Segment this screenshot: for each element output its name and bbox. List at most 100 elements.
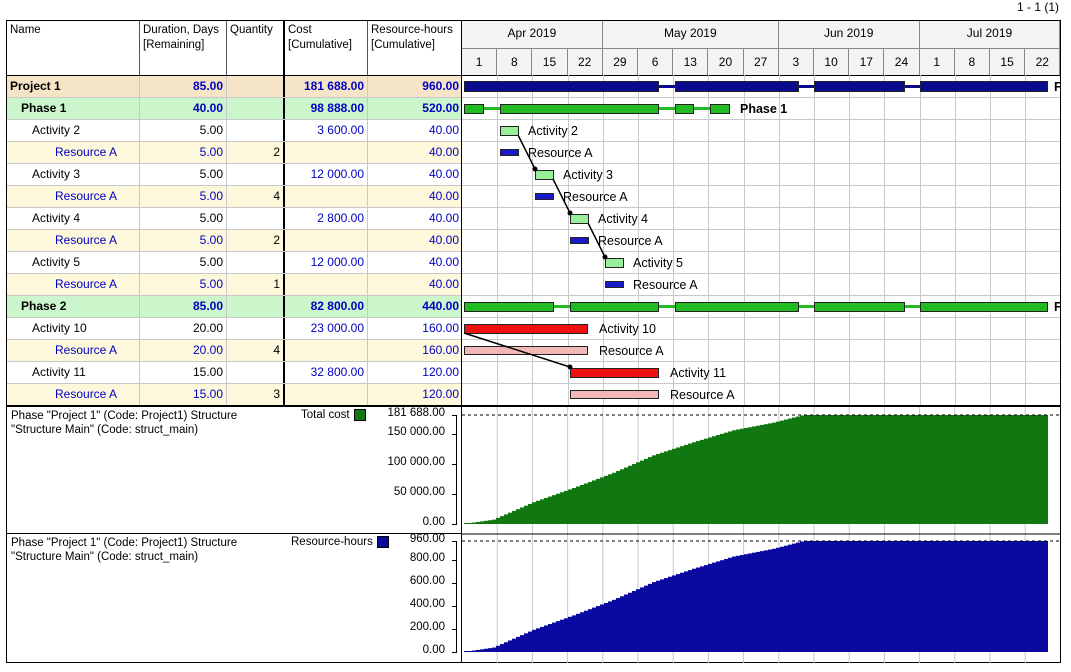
cell-name: Activity 2 [7, 120, 140, 141]
resource-bar[interactable] [500, 149, 519, 156]
dependency-line [517, 134, 536, 170]
cell-cost: 98 888.00 [285, 98, 368, 119]
activity-10-bar[interactable] [464, 323, 588, 334]
activity-bar[interactable] [605, 257, 624, 268]
table-row[interactable]: Resource A 5.00 2 40.00 [7, 142, 462, 164]
hours-histogram-bar [800, 541, 804, 652]
resource-bar[interactable] [570, 237, 589, 244]
cost-histogram-bar [868, 415, 872, 524]
table-row[interactable]: Activity 10 20.00 23 000.00 160.00 [7, 318, 462, 340]
hours-histogram-bar [696, 567, 700, 652]
cost-histogram-bar [740, 428, 744, 524]
activity-11-bar[interactable] [570, 367, 659, 378]
phase-1-summary-bar[interactable] [675, 103, 694, 114]
grid-row-line [462, 317, 1060, 318]
table-row[interactable]: Activity 3 5.00 12 000.00 40.00 [7, 164, 462, 186]
hours-histogram-bar [904, 541, 908, 652]
resource-bar[interactable] [570, 390, 659, 399]
grid-column-line [673, 75, 675, 406]
cell-cost: 12 000.00 [285, 164, 368, 185]
hours-histogram-bar [724, 558, 728, 652]
project-summary-bar[interactable] [814, 81, 905, 92]
cell-duration: 40.00 [140, 98, 227, 119]
summary-connector [694, 107, 710, 110]
cost-histogram-bar [728, 431, 732, 524]
cost-histogram-bar [472, 522, 476, 524]
hours-histogram-bar [828, 541, 832, 652]
table-row[interactable]: Activity 11 15.00 32 800.00 120.00 [7, 362, 462, 384]
cell-quantity [227, 120, 285, 141]
grid-row-line [462, 97, 1060, 98]
hours-histogram-bar [684, 571, 688, 652]
header-name[interactable]: Name [7, 21, 140, 75]
resource-bar[interactable] [464, 346, 588, 355]
cost-histogram-bar [596, 478, 600, 524]
table-row[interactable]: Phase 1 40.00 98 888.00 520.00 [7, 98, 462, 120]
resource-bar[interactable] [605, 281, 624, 288]
phase-1-summary-bar[interactable] [500, 103, 659, 114]
phase-2-summary-bar[interactable] [814, 301, 905, 312]
phase-1-summary-bar[interactable] [710, 103, 730, 114]
table-row[interactable]: Activity 5 5.00 12 000.00 40.00 [7, 252, 462, 274]
cell-hours: 520.00 [422, 101, 459, 115]
cost-histogram-bar [464, 523, 468, 524]
week-header: 6 [638, 49, 674, 75]
cost-histogram-bar [752, 426, 756, 524]
hours-histogram-bar [784, 545, 788, 652]
hours-histogram-bar [844, 541, 848, 652]
hours-histogram-bar [1024, 541, 1028, 652]
table-row[interactable]: Resource A 15.00 3 120.00 [7, 384, 462, 406]
grid-column-line [778, 75, 780, 406]
table-row[interactable]: Resource A 5.00 4 40.00 [7, 186, 462, 208]
cell-cost: 181 688.00 [285, 76, 368, 97]
header-cost[interactable]: Cost [Cumulative] [285, 21, 368, 75]
table-row[interactable]: Resource A 20.00 4 160.00 [7, 340, 462, 362]
resource-bar[interactable] [535, 193, 554, 200]
cell-quantity [227, 98, 285, 119]
header-quantity[interactable]: Quantity [227, 21, 285, 75]
grid-column-line [919, 75, 921, 406]
hours-histogram-bar [624, 594, 628, 652]
hours-histogram-bar [636, 589, 640, 652]
header-resource-hours[interactable]: Resource-hours [Cumulative] [371, 24, 453, 51]
phase-2-summary-bar[interactable] [920, 301, 1048, 312]
week-header: 24 [884, 49, 920, 75]
phase-2-bar-label-cut: F [1054, 300, 1061, 314]
phase-1-summary-bar[interactable] [464, 103, 484, 114]
hours-histogram-bar [820, 541, 824, 652]
activity-bar[interactable] [500, 125, 519, 136]
cost-histogram-bar [1044, 415, 1048, 524]
cell-duration: 5.00 [140, 230, 227, 251]
phase-2-summary-bar[interactable] [464, 301, 554, 312]
dependency-arrowhead [602, 254, 608, 260]
cost-histogram-bar [808, 415, 812, 524]
cell-hours: 120.00 [422, 387, 459, 401]
header-duration[interactable]: Duration, Days [Remaining] [140, 21, 227, 75]
project-summary-bar[interactable] [675, 81, 799, 92]
cost-histogram-bar [524, 505, 528, 524]
phase-2-summary-bar[interactable] [675, 301, 799, 312]
axis-tick-mark [452, 582, 457, 584]
activity-bar[interactable] [535, 169, 554, 180]
project-summary-bar[interactable] [464, 81, 659, 92]
table-row[interactable]: Project 1 85.00 181 688.00 960.00 [7, 76, 462, 98]
hours-histogram-bar [500, 644, 504, 652]
cost-histogram-bar [924, 415, 928, 524]
phase-2-summary-bar[interactable] [570, 301, 659, 312]
table-row[interactable]: Phase 2 85.00 82 800.00 440.00 [7, 296, 462, 318]
grid-column-line [884, 75, 886, 406]
cell-quantity: 3 [227, 384, 285, 405]
table-row[interactable]: Resource A 5.00 2 40.00 [7, 230, 462, 252]
cell-quantity: 4 [227, 186, 285, 207]
table-row[interactable]: Activity 2 5.00 3 600.00 40.00 [7, 120, 462, 142]
cost-histogram-bar [896, 415, 900, 524]
activity-bar[interactable] [570, 213, 589, 224]
table-row[interactable]: Activity 4 5.00 2 800.00 40.00 [7, 208, 462, 230]
table-row[interactable]: Resource A 5.00 1 40.00 [7, 274, 462, 296]
dependency-line [552, 178, 571, 214]
project-summary-bar[interactable] [920, 81, 1048, 92]
cost-histogram-bar [788, 418, 792, 524]
hours-histogram-bar [780, 546, 784, 652]
cost-histogram-bar [720, 433, 724, 524]
cell-duration: 5.00 [140, 142, 227, 163]
